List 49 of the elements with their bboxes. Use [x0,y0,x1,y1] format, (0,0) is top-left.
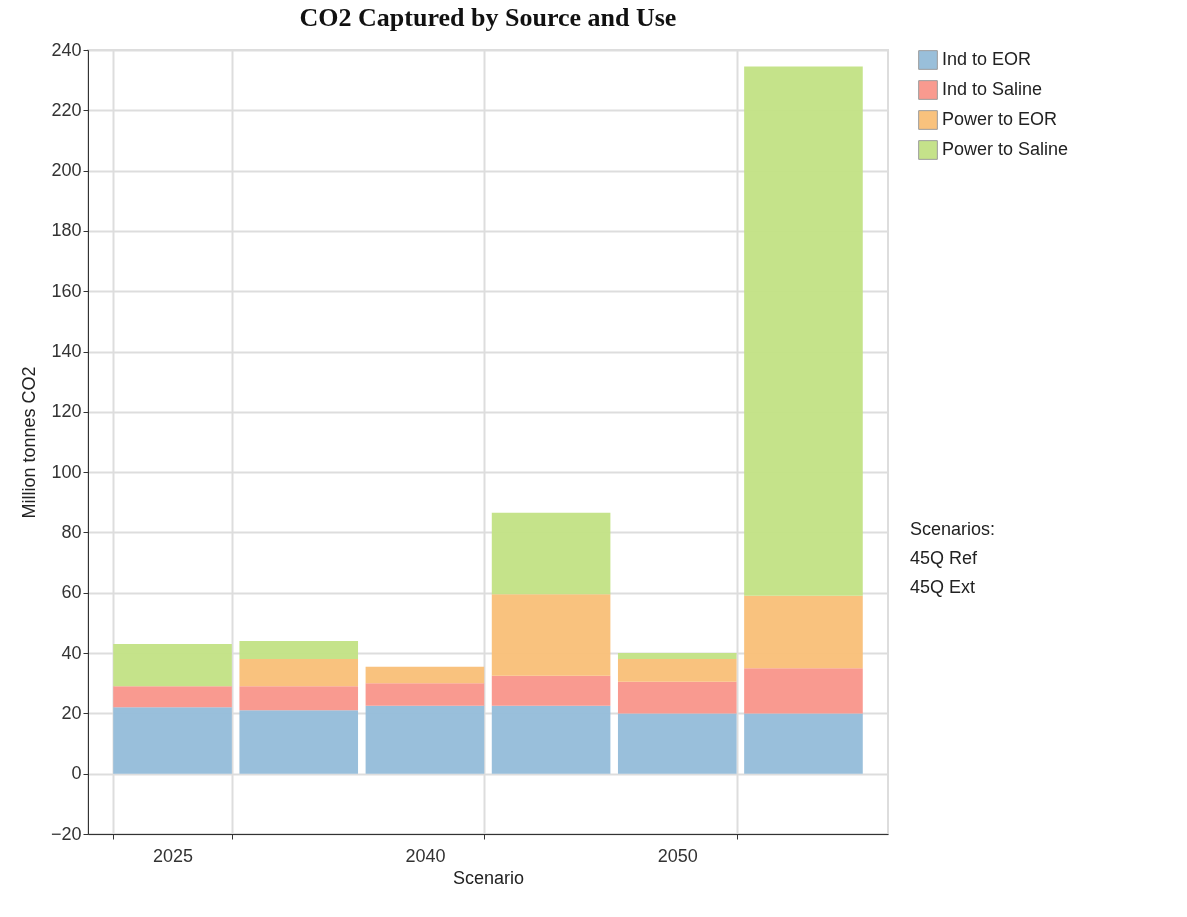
y-tick-label: 120 [51,401,82,422]
y-tick-label: 80 [61,521,82,542]
bar [365,683,485,706]
y-tick-label: 40 [61,642,82,663]
bar [113,644,232,687]
y-tick-label: −20 [50,823,82,844]
legend-label: Ind to Saline [942,79,1043,99]
text: 45Q Ext [910,577,976,597]
y-tick-label: 20 [61,702,82,723]
y-tick-label: 140 [51,341,82,362]
bar [491,705,611,774]
bar [491,675,611,706]
bar [617,653,737,660]
y-axis-title: Million tonnes CO2 [18,366,39,519]
y-tick-label: 200 [51,160,82,181]
y-tick-label: 60 [61,582,82,603]
bar [365,666,485,684]
chart-title: CO2 Captured by Source and Use [299,3,677,32]
y-tick-label: 240 [51,39,82,60]
bar [491,512,611,595]
y-tick-label: 0 [71,763,82,784]
bar [744,66,863,596]
text: Scenarios: [910,519,996,539]
y-tick-label: 160 [51,280,82,301]
bar [744,713,863,774]
y-tick-label: 100 [51,461,82,482]
x-tick-label: 2025 [153,845,194,866]
bar [617,681,737,714]
bar [113,707,232,774]
bar [239,686,359,711]
x-tick-label: 2040 [405,845,446,866]
legend-label: Power to EOR [942,109,1058,129]
bar [617,713,737,774]
text: 45Q Ref [910,548,979,568]
bar [744,668,863,714]
bar [239,659,359,687]
legend-label: Ind to EOR [942,49,1032,69]
bar [744,595,863,669]
bar [239,641,359,660]
x-axis-title: Scenario [452,867,525,888]
bar [617,659,737,682]
x-tick-label: 2050 [657,845,698,866]
bar [365,705,485,774]
y-tick-label: 180 [51,220,82,241]
bar [239,710,359,774]
legend-label: Power to Saline [942,139,1069,159]
bar [113,686,232,708]
y-tick-label: 220 [51,99,82,120]
bar [491,594,611,676]
